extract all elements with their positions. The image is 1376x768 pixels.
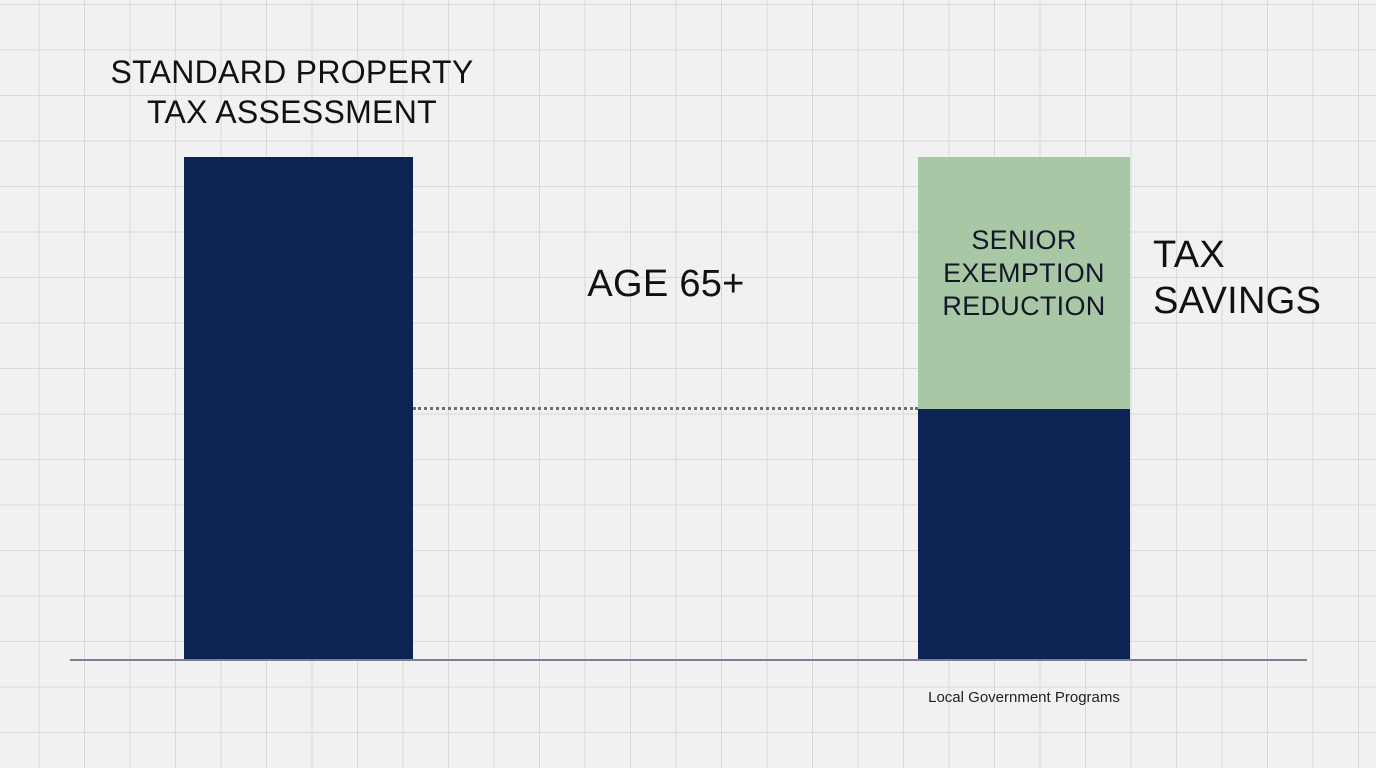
age-label: AGE 65+ bbox=[587, 263, 745, 305]
senior-exemption-label: SENIOR EXEMPTION REDUCTION bbox=[918, 224, 1130, 323]
senior-exemption-segment bbox=[918, 157, 1130, 409]
tax-savings-label-line2: SAVINGS bbox=[1153, 280, 1322, 322]
tax-savings-label-line1: TAX bbox=[1153, 234, 1225, 276]
tax-savings-label: TAX SAVINGS bbox=[1153, 232, 1321, 324]
source-caption: Local Government Programs bbox=[928, 689, 1120, 706]
standard-assessment-bar bbox=[184, 157, 413, 661]
standard-assessment-title: STANDARD PROPERTY TAX ASSESSMENT bbox=[100, 52, 484, 132]
standard-assessment-title-line1: STANDARD PROPERTY bbox=[110, 54, 474, 90]
reduction-reference-line bbox=[413, 407, 918, 410]
standard-assessment-title-line2: TAX ASSESSMENT bbox=[147, 94, 437, 130]
reduced-assessment-bar bbox=[918, 409, 1130, 661]
senior-exemption-label-line1: SENIOR bbox=[971, 225, 1077, 255]
senior-exemption-label-line3: REDUCTION bbox=[942, 291, 1106, 321]
baseline bbox=[70, 659, 1307, 661]
senior-exemption-label-line2: EXEMPTION bbox=[943, 258, 1105, 288]
